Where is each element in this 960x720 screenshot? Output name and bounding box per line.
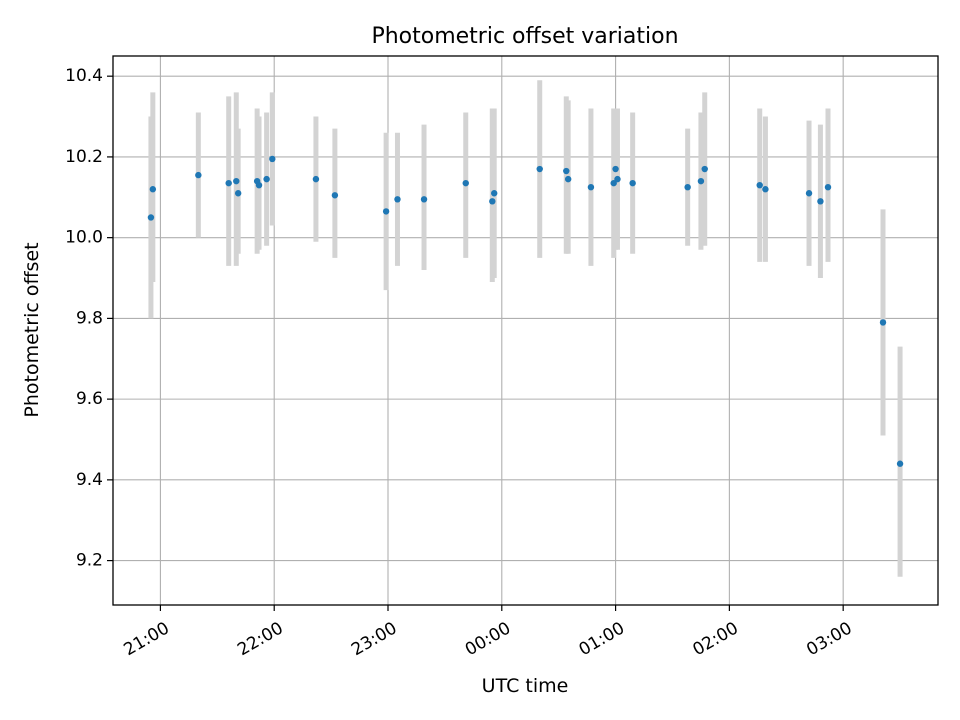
data-point [263,175,270,183]
data-point [701,165,708,173]
data-point [489,198,496,205]
data-point [564,175,572,183]
data-point [491,190,498,197]
data-point [684,183,691,191]
y-tick-label: 9.8 [76,308,103,328]
y-axis-label: Photometric offset [21,242,43,417]
y-tick-label: 9.4 [76,470,103,490]
data-point [536,165,543,173]
chart-title: Photometric offset variation [371,24,678,49]
y-tick-label: 9.2 [76,551,103,571]
data-point [756,181,763,189]
data-point [234,190,242,197]
data-point [610,179,617,187]
data-point [255,181,263,189]
data-point [420,196,428,203]
data-point [225,179,232,187]
data-point [394,196,401,203]
data-point [233,177,240,185]
data-point [697,177,705,185]
data-point [382,208,390,215]
data-point [614,175,621,183]
y-tick-label: 10.0 [65,228,103,248]
data-point [587,183,595,191]
data-point [195,171,202,179]
x-axis-label: UTC time [482,675,569,697]
plot-frame [112,55,939,606]
data-point [269,155,276,163]
data-point [762,186,769,193]
data-point [896,460,904,467]
data-point [824,183,832,191]
data-point [612,165,619,173]
y-tick-label: 9.6 [76,389,103,409]
grid [113,56,938,605]
y-tick-label: 10.2 [65,147,103,167]
y-tick-label: 10.4 [65,66,103,86]
data-point [817,198,824,205]
data-point [629,179,636,187]
data-point [563,167,570,175]
data-point [147,214,155,221]
data-point [149,186,157,193]
data-point [331,192,339,199]
data-point [462,179,469,187]
data-point [879,319,887,326]
data-point [312,175,320,183]
data-points [147,155,904,467]
data-point [805,190,813,197]
